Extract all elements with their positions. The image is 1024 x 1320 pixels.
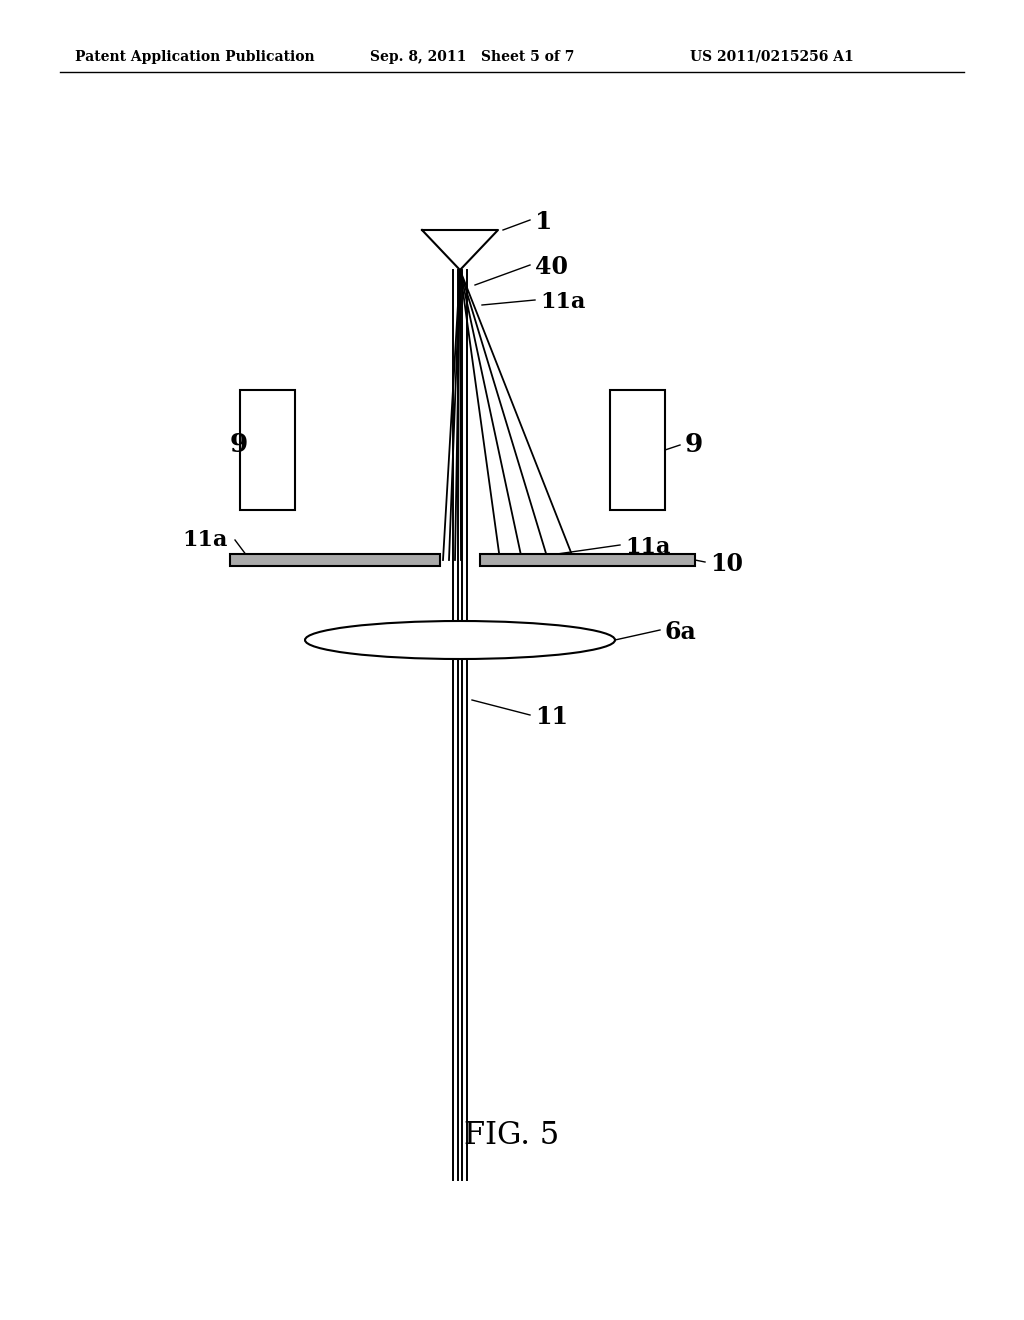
Text: 11: 11 [535, 705, 568, 729]
Text: 1: 1 [535, 210, 552, 234]
Text: 11a: 11a [182, 529, 228, 550]
Text: Sep. 8, 2011   Sheet 5 of 7: Sep. 8, 2011 Sheet 5 of 7 [370, 50, 574, 63]
Text: 40: 40 [535, 255, 568, 279]
Bar [480, 554, 695, 566]
Text: Patent Application Publication: Patent Application Publication [75, 50, 314, 63]
Text: FIG. 5: FIG. 5 [464, 1119, 560, 1151]
Ellipse shape [305, 620, 615, 659]
Text: 6a: 6a [665, 620, 696, 644]
Bar [610, 389, 665, 510]
Text: 9: 9 [685, 433, 703, 458]
Text: 11a: 11a [540, 290, 586, 313]
Text: 9: 9 [229, 433, 248, 458]
Text: US 2011/0215256 A1: US 2011/0215256 A1 [690, 50, 854, 63]
Text: 11a: 11a [625, 536, 671, 558]
Text: 10: 10 [710, 552, 743, 576]
Bar [230, 554, 440, 566]
Bar [240, 389, 295, 510]
